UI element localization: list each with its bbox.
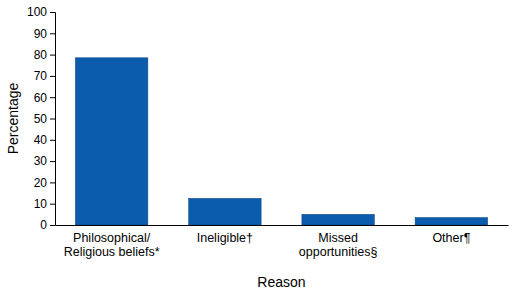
- bar: [415, 218, 487, 225]
- x-tick-label: Other¶: [432, 231, 470, 245]
- bars: [75, 58, 487, 225]
- x-tick-label-line: Other¶: [432, 231, 470, 245]
- plot: 0 10 20 30 40 50 60 70 80 90 100 Philosophical/Reli…: [27, 5, 509, 259]
- y-tick: 0: [40, 218, 55, 232]
- y-tick: 20: [34, 176, 55, 190]
- y-tick: 40: [34, 133, 55, 147]
- y-tick: 10: [34, 197, 55, 211]
- x-axis-line: [56, 225, 509, 226]
- y-tick-mark: [50, 225, 55, 226]
- y-axis-title: Percentage: [5, 82, 21, 154]
- y-axis: 0 10 20 30 40 50 60 70 80 90 100: [27, 5, 56, 232]
- x-tick: Missedopportunities§: [299, 225, 378, 259]
- x-tick-label-line: opportunities§: [299, 245, 378, 259]
- y-tick-label: 0: [40, 218, 47, 232]
- y-tick: 50: [34, 112, 55, 126]
- y-tick-mark: [50, 76, 55, 77]
- y-tick-mark: [50, 119, 55, 120]
- y-tick: 100: [27, 5, 55, 19]
- y-tick-label: 60: [34, 91, 48, 105]
- chart: 0 10 20 30 40 50 60 70 80 90 100 Philosophical/Reli…: [0, 0, 520, 295]
- y-tick-label: 70: [34, 69, 48, 83]
- y-tick-label: 80: [34, 48, 48, 62]
- y-tick-label: 90: [34, 27, 48, 41]
- bar: [189, 198, 261, 225]
- x-tick-label-line: Ineligible†: [197, 231, 253, 245]
- y-tick-mark: [50, 97, 55, 98]
- y-tick-mark: [50, 161, 55, 162]
- x-tick-label: Philosophical/Religious beliefs*: [64, 231, 160, 259]
- x-tick-label: Ineligible†: [197, 231, 253, 245]
- y-tick: 80: [34, 48, 55, 62]
- y-tick-mark: [50, 33, 55, 34]
- y-tick-label: 50: [34, 112, 48, 126]
- x-tick: Ineligible†: [197, 225, 253, 245]
- y-tick: 30: [34, 154, 55, 168]
- y-tick-mark: [50, 204, 55, 205]
- x-tick-label-line: Missed: [318, 231, 358, 245]
- x-tick: Other¶: [432, 225, 470, 245]
- x-tick-label: Missedopportunities§: [299, 231, 378, 259]
- x-axis-title: Reason: [257, 274, 305, 290]
- y-tick-label: 10: [34, 197, 48, 211]
- y-tick-mark: [50, 140, 55, 141]
- y-tick-label: 40: [34, 133, 48, 147]
- y-tick-mark: [50, 182, 55, 183]
- y-tick-label: 100: [27, 5, 47, 19]
- y-tick: 60: [34, 91, 55, 105]
- x-axis: Philosophical/Religious beliefs* Ineligib…: [56, 225, 509, 259]
- x-tick: Philosophical/Religious beliefs*: [64, 225, 160, 259]
- y-tick-mark: [50, 12, 55, 13]
- bar: [302, 214, 374, 225]
- y-tick-mark: [50, 55, 55, 56]
- x-tick-label-line: Philosophical/: [73, 231, 151, 245]
- y-axis-line: [50, 13, 56, 226]
- y-tick: 90: [34, 27, 55, 41]
- x-tick-label-line: Religious beliefs*: [64, 245, 160, 259]
- y-tick: 70: [34, 69, 55, 83]
- bar: [75, 58, 147, 225]
- y-tick-label: 30: [34, 154, 48, 168]
- y-tick-label: 20: [34, 176, 48, 190]
